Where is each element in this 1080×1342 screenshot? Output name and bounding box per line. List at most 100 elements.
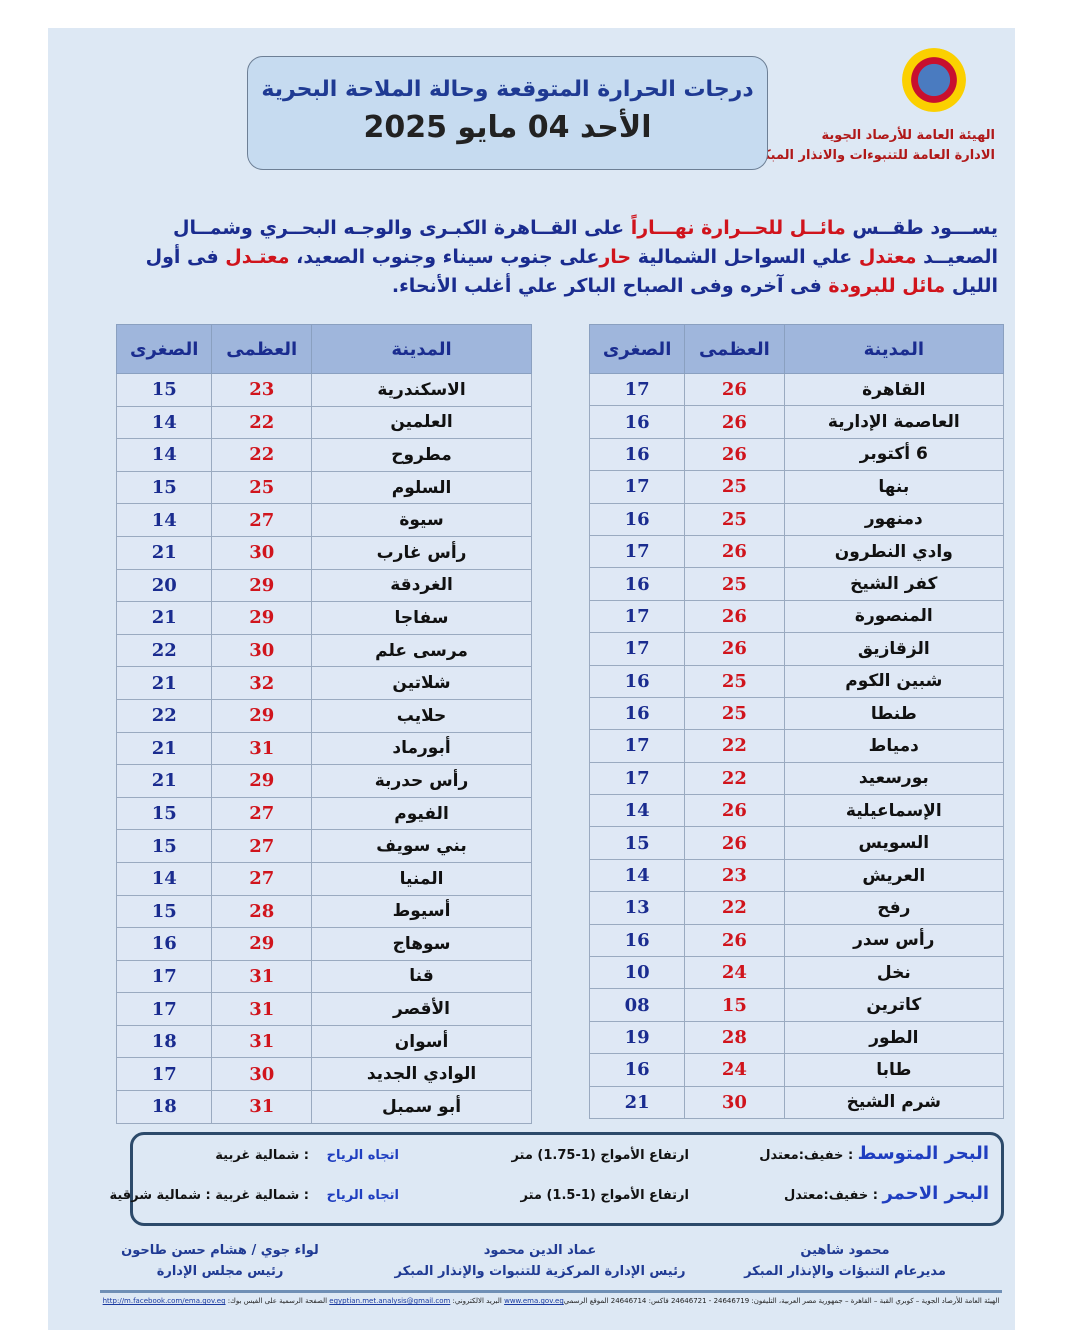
table-row: أبو سمبل 31 18: [115, 1090, 532, 1124]
max-temp: 26: [684, 534, 785, 569]
signature-2: عماد الدين محمود رئيس الإدارة المركزية ل…: [380, 1240, 700, 1282]
facebook-label: الصفحة الرسمية على الفيس بوك:: [225, 1297, 330, 1305]
summary-text: على القــاهرة الكبـرى والوجـه البحــري و…: [173, 217, 998, 268]
max-temp: 26: [684, 632, 785, 666]
table-row: العاصمة الإدارية 26 16: [588, 405, 1005, 439]
city-name: السلوم: [311, 470, 532, 505]
city-name: أسوان: [311, 1024, 532, 1059]
max-temp: 31: [211, 1090, 313, 1124]
city-name: حلايب: [311, 698, 532, 733]
table-row: رأس سدر 26 16: [588, 923, 1005, 958]
summary-highlight: مائــل للحــرارة نهـــاراً: [630, 217, 846, 239]
city-name: العاصمة الإدارية: [783, 405, 1005, 439]
city-name: العريش: [783, 858, 1005, 893]
table-row: المنصورة 26 17: [588, 599, 1005, 634]
max-temp: 23: [211, 373, 313, 407]
max-temp: 15: [684, 988, 785, 1022]
header-max: العظمى: [211, 324, 313, 374]
city-name: الأقصر: [311, 992, 532, 1026]
table-row: الوادي الجديد 30 17: [115, 1057, 532, 1092]
sea-row-red-sea: البحر الاحمر : خفيف:معتدل ارتفاع الأمواج…: [109, 1183, 989, 1213]
signature-role: مديرعام التنبؤات والإنذار المبكر: [744, 1264, 946, 1279]
min-temp: 22: [115, 633, 213, 668]
max-temp: 30: [211, 1057, 313, 1092]
min-temp: 14: [588, 794, 686, 828]
city-name: الاسكندرية: [311, 373, 532, 407]
city-name: رأس سدر: [783, 923, 1005, 958]
city-name: العلمين: [311, 405, 532, 440]
max-temp: 25: [684, 502, 785, 536]
min-temp: 15: [115, 796, 213, 831]
table-row: بني سويف 27 15: [115, 829, 532, 863]
table-row: حلايب 29 22: [115, 698, 532, 733]
table-row: سوهاج 29 16: [115, 927, 532, 961]
table-row: الفيوم 27 15: [115, 796, 532, 831]
min-temp: 16: [588, 1053, 686, 1087]
sea-name: البحر المتوسط: [857, 1143, 989, 1164]
organization-name: الهيئة العامة للأرصاد الجوية الادارة الع…: [755, 126, 995, 166]
table-row: مطروح 22 14: [115, 438, 532, 472]
summary-text: على جنوب سيناء وجنوب الصعيد،: [289, 246, 600, 268]
city-name: سوهاج: [311, 927, 532, 961]
city-name: شرم الشيخ: [783, 1085, 1005, 1119]
min-temp: 18: [115, 1024, 213, 1059]
signature-1: محمود شاهين مديرعام التنبؤات والإنذار ال…: [740, 1240, 950, 1282]
summary-highlight: مائل للبرودة: [828, 275, 946, 297]
max-temp: 31: [211, 1024, 313, 1059]
summary-highlight: معتـدل: [225, 246, 290, 268]
table-row: مرسى علم 30 22: [115, 633, 532, 668]
min-temp: 16: [588, 437, 686, 472]
table-row: رأس حدربة 29 21: [115, 764, 532, 798]
city-name: الزقازيق: [783, 632, 1005, 666]
min-temp: 14: [115, 861, 213, 896]
max-temp: 28: [211, 894, 313, 929]
city-name: القاهرة: [783, 372, 1005, 407]
weather-summary: يســـود طقــس مائــل للحــرارة نهـــاراً…: [122, 214, 998, 301]
min-temp: 17: [588, 761, 686, 796]
facebook-link[interactable]: http://m.facebook.com/ema.gov.eg: [102, 1297, 226, 1305]
summary-text: يســـود طقــس: [845, 217, 998, 239]
max-temp: 28: [684, 1020, 785, 1055]
max-temp: 27: [211, 829, 313, 863]
max-temp: 31: [211, 731, 313, 766]
max-temp: 26: [684, 599, 785, 634]
min-temp: 16: [588, 664, 686, 698]
city-name: المنيا: [311, 861, 532, 896]
table-header: المدينة العظمى الصغرى: [588, 324, 1005, 374]
max-temp: 26: [684, 923, 785, 958]
max-temp: 22: [211, 405, 313, 440]
max-temp: 27: [211, 503, 313, 537]
table-row: الاسكندرية 23 15: [115, 373, 532, 407]
city-name: كفر الشيخ: [783, 567, 1005, 601]
city-name: شلاتين: [311, 666, 532, 700]
footer-divider: [100, 1290, 1002, 1293]
wave-height: ارتفاع الأمواج (1-1.5) متر: [520, 1188, 690, 1203]
min-temp: 17: [588, 372, 686, 407]
min-temp: 15: [115, 470, 213, 505]
email-link[interactable]: egyptian.met.analysis@gmail.com: [329, 1297, 451, 1305]
summary-text: فى آخره وفى الصباح الباكر علي أغلب الأنح…: [391, 275, 829, 297]
table-row: الغردقة 29 20: [115, 568, 532, 603]
table-row: العريش 23 14: [588, 858, 1005, 893]
website-link[interactable]: www.ema.gov.eg: [504, 1297, 564, 1305]
header-city: المدينة: [311, 324, 532, 374]
max-temp: 30: [684, 1085, 785, 1119]
city-name: كاترين: [783, 988, 1005, 1022]
table-row: السلوم 25 15: [115, 470, 532, 505]
header-city: المدينة: [783, 324, 1005, 374]
min-temp: 15: [115, 829, 213, 863]
table-row: دمنهور 25 16: [588, 502, 1005, 536]
ema-logo: [902, 48, 966, 112]
table-row: قنا 31 17: [115, 959, 532, 994]
table-header: المدينة العظمى الصغرى: [115, 324, 532, 374]
wind-direction: : شمالية غربية : شمالية شرقية: [109, 1188, 309, 1203]
city-name: أبورماد: [311, 731, 532, 766]
min-temp: 17: [115, 992, 213, 1026]
max-temp: 29: [211, 568, 313, 603]
city-name: الإسماعيلية: [783, 794, 1005, 828]
min-temp: 22: [115, 698, 213, 733]
city-name: بني سويف: [311, 829, 532, 863]
wind-label: اتجاه الرياح: [326, 1148, 399, 1163]
max-temp: 25: [684, 567, 785, 601]
table-row: أسوان 31 18: [115, 1024, 532, 1059]
